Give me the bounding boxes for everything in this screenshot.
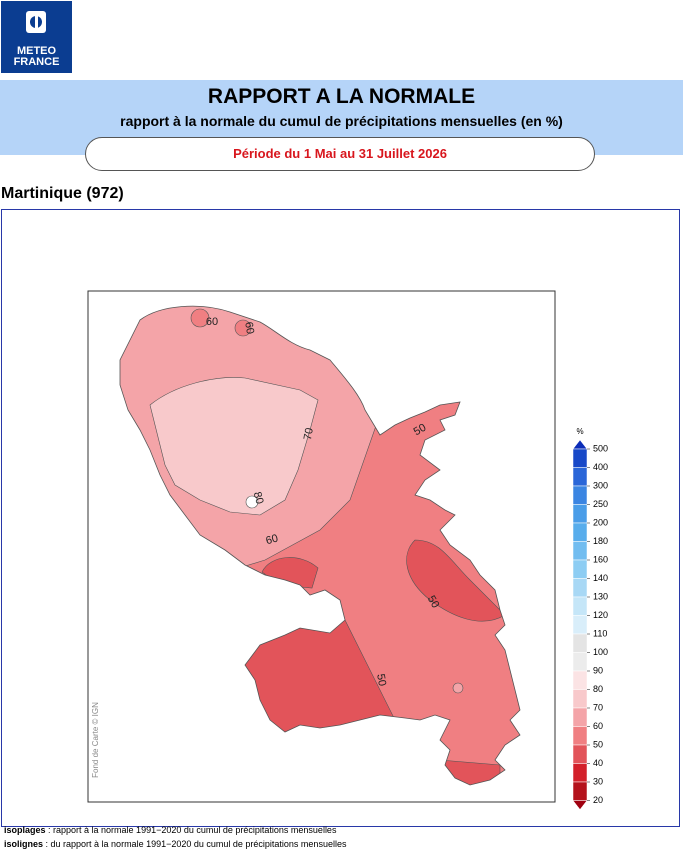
isoline-label: 80 <box>251 491 266 506</box>
map-frame <box>1 209 680 827</box>
legend-label: 100 <box>593 647 608 657</box>
isoline-label: 50 <box>425 594 442 611</box>
legend-label: 40 <box>593 758 603 768</box>
legend-bin <box>572 781 588 801</box>
footnote-text: : du rapport à la normale 1991−2020 du c… <box>43 839 347 849</box>
legend-label: 160 <box>593 554 608 564</box>
legend-bin <box>572 467 588 487</box>
legend-bin <box>572 689 588 709</box>
isoline-label: 60 <box>206 316 218 328</box>
legend-unit: % <box>576 427 583 436</box>
legend-bin <box>572 559 588 579</box>
legend-bin <box>572 633 588 653</box>
zone <box>452 682 464 694</box>
legend-bin <box>572 578 588 598</box>
legend-bin <box>572 763 588 783</box>
credit: Fond de Carte © IGN <box>91 702 100 778</box>
footnote-term: isolignes <box>4 839 44 849</box>
footnote-text: : rapport à la normale 1991−2020 du cumu… <box>45 825 337 835</box>
isoline-label: 70 <box>302 427 316 441</box>
logo-icon <box>26 11 46 33</box>
legend-label: 80 <box>593 684 603 694</box>
legend-bin <box>572 522 588 542</box>
legend-bin <box>572 541 588 561</box>
isoline-label: 60 <box>242 321 256 335</box>
isoline-label: 50 <box>412 422 429 439</box>
legend-bin <box>572 707 588 727</box>
zone <box>234 319 252 337</box>
legend-label: 120 <box>593 610 608 620</box>
legend-bin <box>572 726 588 746</box>
legend-bin <box>572 652 588 672</box>
legend-bin <box>572 504 588 524</box>
legend-bin <box>572 744 588 764</box>
legend-label: 200 <box>593 517 608 527</box>
legend-bin <box>572 485 588 505</box>
zone <box>190 308 210 328</box>
legend-label: 110 <box>593 628 607 638</box>
legend-label: 20 <box>593 795 603 805</box>
footnote-term: isoplages <box>4 825 46 835</box>
footnote: isolignes : du rapport à la normale 1991… <box>4 839 346 849</box>
legend-bin <box>572 670 588 690</box>
logo-text: FRANCE <box>13 56 60 68</box>
legend-label: 500 <box>593 443 608 453</box>
legend-label: 30 <box>593 776 603 786</box>
zone <box>149 377 319 516</box>
legend-over <box>572 439 588 450</box>
legend-under <box>572 800 588 810</box>
legend-label: 140 <box>593 573 608 583</box>
subtitle: rapport à la normale du cumul de précipi… <box>120 113 563 129</box>
legend-label: 60 <box>593 721 603 731</box>
legend-label: 70 <box>593 702 603 712</box>
zone <box>439 759 501 785</box>
title: RAPPORT A LA NORMALE <box>207 85 476 108</box>
legend-bin <box>572 448 588 468</box>
legend-label: 250 <box>593 499 608 509</box>
logo-text: METEO <box>16 45 57 57</box>
footnote: isoplages : rapport à la normale 1991−20… <box>4 825 336 835</box>
legend-label: 50 <box>593 739 603 749</box>
isoline-label: 60 <box>265 533 280 548</box>
isoline-label: 50 <box>374 673 388 687</box>
legend-label: 180 <box>593 536 608 546</box>
zone <box>406 539 506 622</box>
legend-bin <box>572 615 588 635</box>
legend-label: 130 <box>593 591 608 601</box>
legend-label: 400 <box>593 462 608 472</box>
logo: METEO FRANCE <box>1 1 72 73</box>
legend-label: 300 <box>593 480 608 490</box>
region-title: Martinique (972) <box>1 185 124 202</box>
legend-bin <box>572 596 588 616</box>
legend-label: 90 <box>593 665 603 675</box>
period: Période du 1 Mai au 31 Juillet 2026 <box>85 137 595 171</box>
zone <box>245 495 259 509</box>
